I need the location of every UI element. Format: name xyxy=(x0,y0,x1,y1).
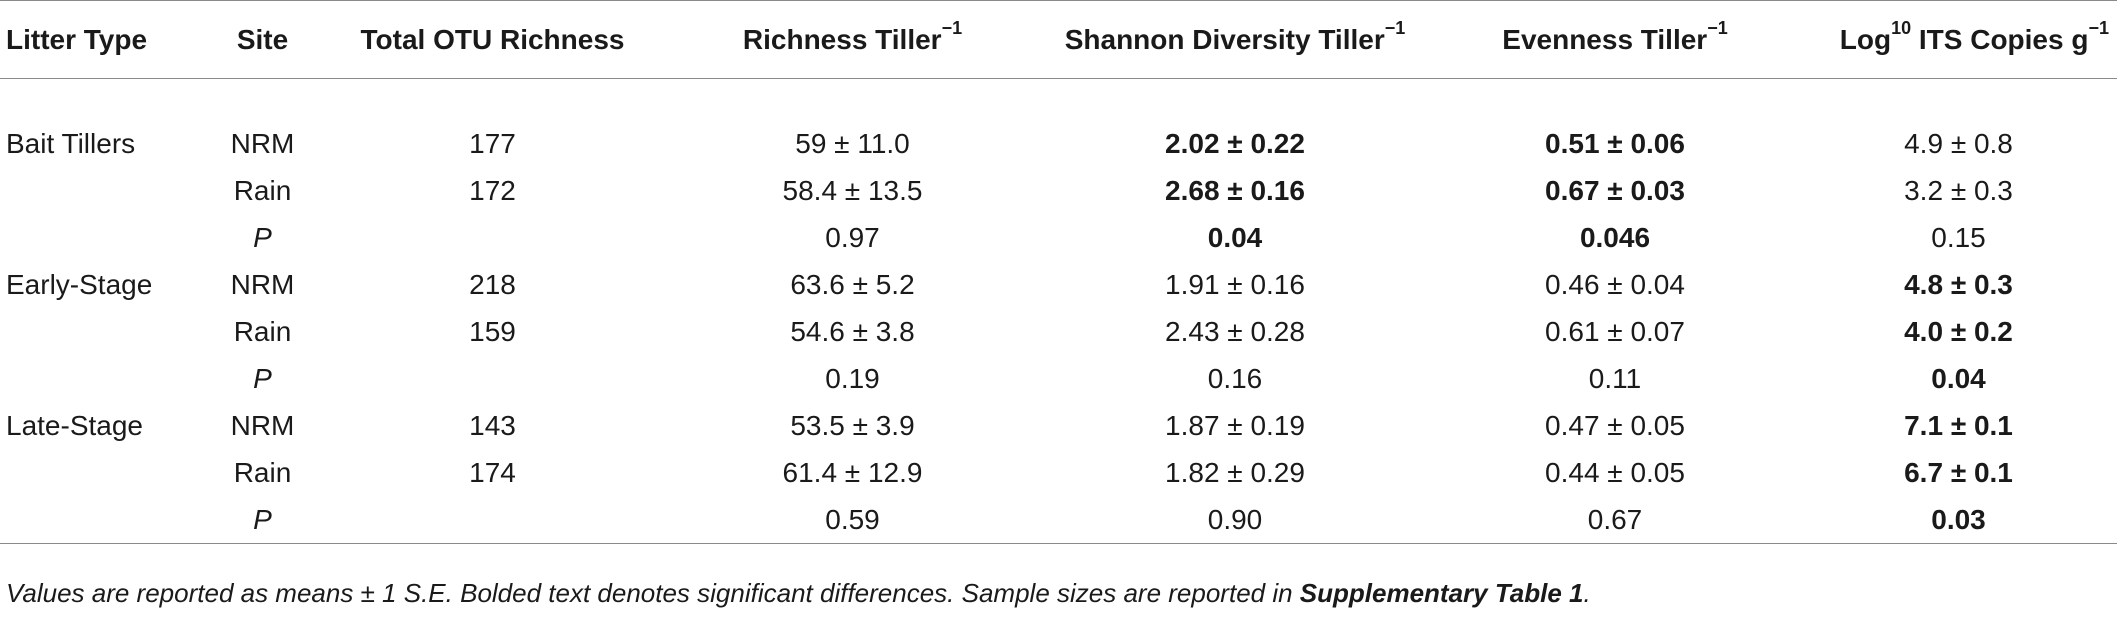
cell-richness: 0.59 xyxy=(665,496,1040,544)
cell-litter-type xyxy=(0,215,205,262)
caption-end: . xyxy=(1583,578,1591,608)
cell-total: 174 xyxy=(469,457,516,488)
table-caption: Values are reported as means ± 1 S.E. Bo… xyxy=(6,578,1591,609)
header-its-exp: −1 xyxy=(2088,18,2109,39)
cell-site: P xyxy=(253,363,272,394)
cell-site: NRM xyxy=(230,269,295,300)
cell-richness: 59 ± 11.0 xyxy=(795,128,910,159)
cell-its: 7.1 ± 0.1 xyxy=(1904,410,2013,441)
cell-total: 218 xyxy=(469,269,516,300)
header-evenness: Evenness Tiller−1 xyxy=(1430,0,1800,79)
header-row: Litter Type Site Total OTU Richness Rich… xyxy=(0,0,2117,79)
header-total-otu: Total OTU Richness xyxy=(320,0,665,79)
results-table: Litter Type Site Total OTU Richness Rich… xyxy=(0,0,2117,544)
cell-evenness: 0.046 xyxy=(1579,222,1651,253)
cell-shannon: 0.04 xyxy=(1207,222,1263,253)
cell-its: 4.9 ± 0.8 xyxy=(1904,128,2013,159)
spacer-row xyxy=(0,79,2117,121)
table-row: Rain 159 54.6 ± 3.8 2.43 ± 0.28 0.61 ± 0… xyxy=(0,309,2117,356)
cell-site: NRM xyxy=(230,410,295,441)
cell-evenness: 0.47 ± 0.05 xyxy=(1545,410,1685,441)
cell-shannon: 2.68 ± 0.16 xyxy=(1165,175,1305,206)
cell-its: 4.8 ± 0.3 xyxy=(1904,269,2013,300)
header-richness: Richness Tiller−1 xyxy=(665,0,1040,79)
table-row: P 0.97 0.04 0.046 0.15 xyxy=(0,215,2117,262)
caption-text: Values are reported as means ± 1 S.E. Bo… xyxy=(6,578,1300,608)
cell-litter-type xyxy=(0,356,205,403)
header-shannon-exp: −1 xyxy=(1384,18,1406,39)
table-row: Rain 174 61.4 ± 12.9 1.82 ± 0.29 0.44 ± … xyxy=(0,450,2117,497)
cell-litter-type: Early-Stage xyxy=(6,269,153,300)
header-shannon-label: Shannon Diversity Tiller xyxy=(1064,23,1385,55)
cell-litter-type xyxy=(0,450,205,497)
cell-litter-type xyxy=(0,168,205,215)
cell-litter-type xyxy=(0,309,205,356)
cell-evenness: 0.67 xyxy=(1430,496,1800,544)
cell-evenness: 0.51 ± 0.06 xyxy=(1545,128,1685,159)
cell-site: Rain xyxy=(233,457,292,488)
cell-its: 0.03 xyxy=(1800,496,2117,544)
cell-shannon: 1.87 ± 0.19 xyxy=(1165,410,1305,441)
cell-litter-type xyxy=(0,496,205,544)
cell-shannon: 2.02 ± 0.22 xyxy=(1165,128,1305,159)
table-row: Rain 172 58.4 ± 13.5 2.68 ± 0.16 0.67 ± … xyxy=(0,168,2117,215)
cell-shannon: 2.43 ± 0.28 xyxy=(1165,316,1305,347)
cell-richness: 61.4 ± 12.9 xyxy=(782,457,923,488)
table-row: Late-Stage NRM 143 53.5 ± 3.9 1.87 ± 0.1… xyxy=(0,403,2117,450)
cell-its: 0.04 xyxy=(1931,363,1986,394)
cell-litter-type: Late-Stage xyxy=(6,410,143,441)
cell-shannon: 0.16 xyxy=(1207,363,1263,394)
cell-richness: 53.5 ± 3.9 xyxy=(790,410,915,441)
cell-its: 0.15 xyxy=(1931,222,1986,253)
header-shannon: Shannon Diversity Tiller−1 xyxy=(1040,0,1430,79)
results-table-container: Litter Type Site Total OTU Richness Rich… xyxy=(0,0,2117,544)
cell-total: 143 xyxy=(469,410,516,441)
table-row: Early-Stage NRM 218 63.6 ± 5.2 1.91 ± 0.… xyxy=(0,262,2117,309)
table-row: P 0.59 0.90 0.67 0.03 xyxy=(0,496,2117,544)
header-its-sup: 10 xyxy=(1891,18,1912,39)
cell-total: 172 xyxy=(469,175,516,206)
cell-evenness: 0.44 ± 0.05 xyxy=(1545,457,1685,488)
header-site: Site xyxy=(205,0,320,79)
cell-litter-type: Bait Tillers xyxy=(6,128,136,159)
cell-total xyxy=(320,356,665,403)
cell-its: 6.7 ± 0.1 xyxy=(1904,457,2013,488)
cell-total xyxy=(320,496,665,544)
cell-its: 4.0 ± 0.2 xyxy=(1904,316,2013,347)
cell-site: P xyxy=(253,222,272,253)
cell-richness: 54.6 ± 3.8 xyxy=(790,316,915,347)
cell-shannon: 0.90 xyxy=(1040,496,1430,544)
cell-evenness: 0.61 ± 0.07 xyxy=(1545,316,1685,347)
cell-richness: 0.97 xyxy=(825,222,880,253)
cell-evenness: 0.11 xyxy=(1588,363,1642,394)
table-row: Bait Tillers NRM 177 59 ± 11.0 2.02 ± 0.… xyxy=(0,121,2117,168)
header-richness-label: Richness Tiller xyxy=(742,23,942,55)
header-its-prefix: Log xyxy=(1839,23,1892,55)
cell-richness: 0.19 xyxy=(825,363,880,394)
header-its: Log10 ITS Copies g−1 xyxy=(1800,0,2117,79)
cell-evenness: 0.67 ± 0.03 xyxy=(1545,175,1685,206)
cell-total: 177 xyxy=(469,128,516,159)
cell-shannon: 1.91 ± 0.16 xyxy=(1165,269,1305,300)
caption-link-text: Supplementary Table 1 xyxy=(1299,578,1584,608)
cell-richness: 63.6 ± 5.2 xyxy=(790,269,915,300)
cell-site: NRM xyxy=(230,128,295,159)
cell-richness: 58.4 ± 13.5 xyxy=(782,175,923,206)
cell-site: Rain xyxy=(233,316,292,347)
table-row: P 0.19 0.16 0.11 0.04 xyxy=(0,356,2117,403)
cell-site: Rain xyxy=(233,175,292,206)
cell-shannon: 1.82 ± 0.29 xyxy=(1165,457,1305,488)
header-its-suffix: ITS Copies g xyxy=(1911,23,2089,55)
cell-evenness: 0.46 ± 0.04 xyxy=(1545,269,1685,300)
header-litter-type: Litter Type xyxy=(0,0,205,79)
cell-site: P xyxy=(205,496,320,544)
cell-total: 159 xyxy=(469,316,516,347)
header-evenness-exp: −1 xyxy=(1707,18,1728,39)
cell-its: 3.2 ± 0.3 xyxy=(1904,175,2013,206)
header-evenness-label: Evenness Tiller xyxy=(1502,23,1708,55)
cell-total xyxy=(320,215,665,262)
header-richness-exp: −1 xyxy=(941,18,963,39)
